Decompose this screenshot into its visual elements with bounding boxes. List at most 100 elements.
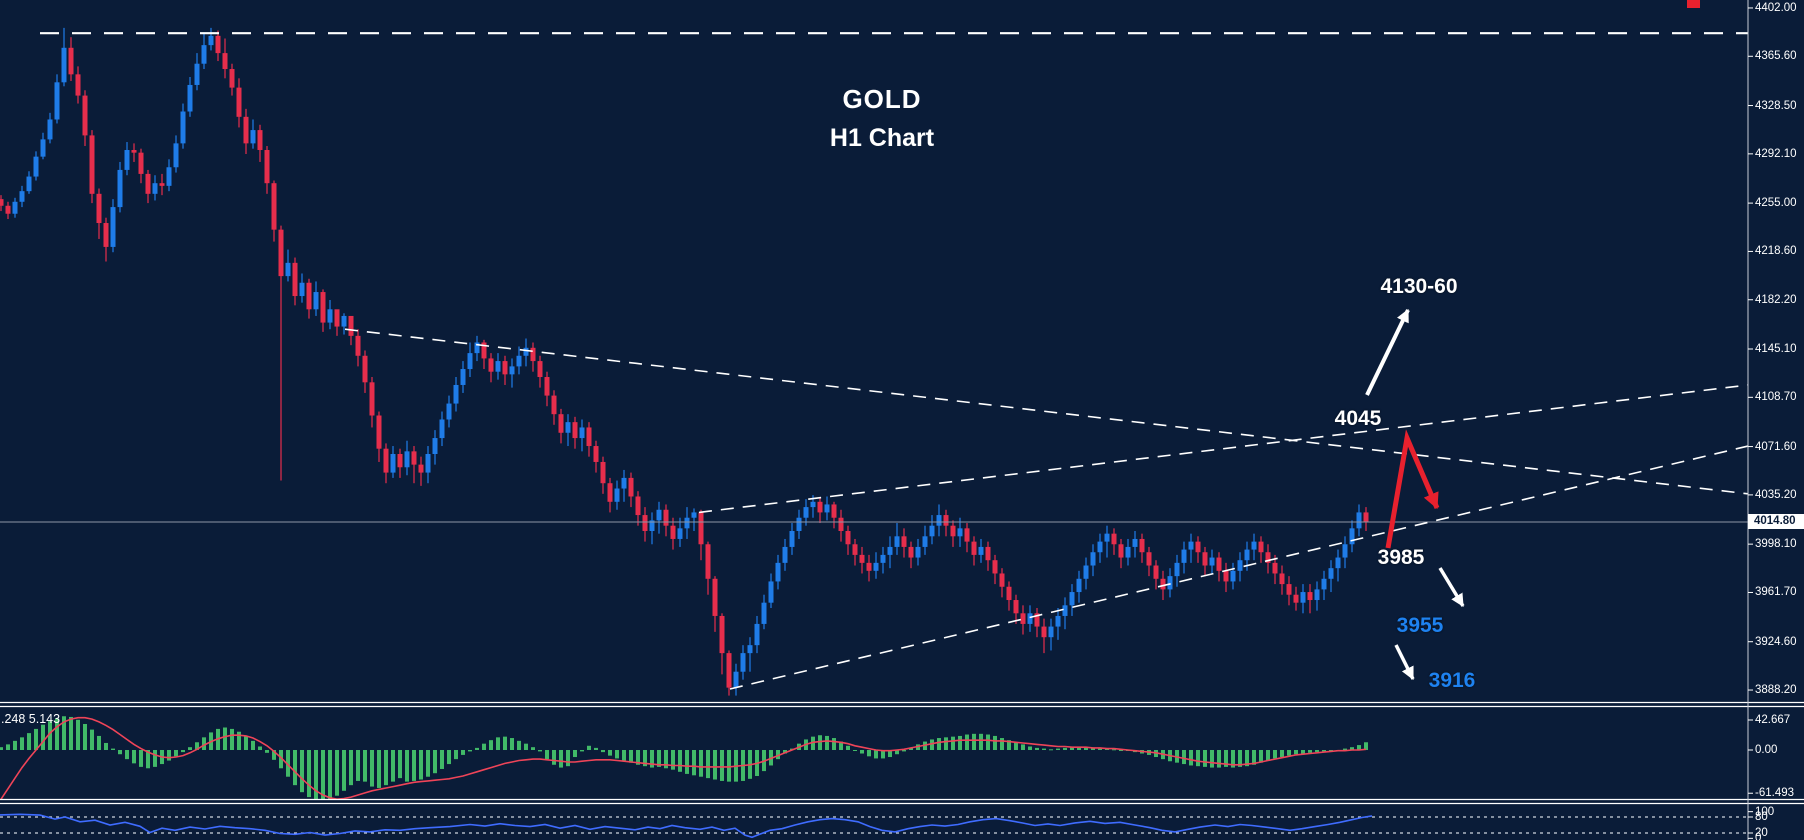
candle	[1279, 573, 1285, 585]
candle	[1363, 512, 1369, 522]
macd-bar	[615, 750, 619, 759]
candle	[866, 562, 872, 571]
descending-resistance-line[interactable]	[344, 328, 1749, 495]
macd-bar	[265, 750, 269, 753]
price-axis-label: 4218.60	[1755, 245, 1797, 258]
arrow-down-to-3955[interactable]	[1438, 567, 1465, 608]
macd-bar	[349, 750, 353, 786]
candle	[628, 477, 634, 497]
candle	[432, 438, 438, 455]
candle	[901, 536, 907, 547]
macd-bar	[167, 750, 171, 761]
annotation-level-4045[interactable]: 4045	[1334, 407, 1382, 430]
candle	[656, 509, 662, 521]
arrow-up-to-4130-60[interactable]	[1365, 308, 1410, 396]
candle	[103, 223, 109, 247]
macd-bar	[202, 737, 206, 750]
candle	[873, 562, 879, 571]
candle	[1244, 549, 1250, 561]
candle	[859, 554, 865, 563]
macd-bar	[559, 750, 563, 768]
candle	[1321, 578, 1327, 590]
macd-bar	[1070, 747, 1074, 750]
macd-bar	[972, 733, 976, 750]
candle	[26, 176, 32, 192]
macd-bar	[846, 745, 850, 750]
ascending-upper-line[interactable]	[698, 384, 1749, 514]
candle	[446, 403, 452, 420]
macd-bar	[83, 723, 87, 750]
candle	[922, 536, 928, 547]
candle	[348, 315, 354, 336]
candle	[747, 645, 753, 654]
price-axis-label: 4328.50	[1755, 99, 1797, 112]
candle	[1356, 512, 1362, 529]
macd-bar	[622, 750, 626, 761]
candle	[971, 541, 977, 555]
candle	[1216, 557, 1222, 571]
macd-bar	[230, 728, 234, 750]
candle	[1041, 626, 1047, 638]
annotation-target-4130-60[interactable]: 4130-60	[1380, 275, 1458, 298]
candle	[1230, 570, 1236, 582]
macd-bar	[125, 750, 129, 760]
candle	[285, 262, 291, 277]
candle	[754, 623, 760, 646]
macd-bar	[1189, 750, 1193, 766]
candle	[271, 183, 277, 230]
macd-bar	[881, 750, 885, 759]
price-axis-label: 4071.60	[1755, 440, 1797, 453]
candle	[915, 546, 921, 558]
candle	[341, 315, 347, 327]
candle	[292, 262, 298, 297]
arrow-down-to-3916[interactable]	[1394, 644, 1415, 681]
candle	[964, 528, 970, 542]
candle	[908, 546, 914, 558]
macd-bar	[1224, 750, 1228, 767]
macd-bar	[104, 742, 108, 750]
macd-bar	[314, 750, 318, 800]
macd-bar	[48, 721, 52, 750]
macd-bar	[713, 750, 717, 780]
candle	[131, 150, 137, 153]
candle	[1048, 626, 1054, 638]
macd-bar	[608, 750, 612, 756]
macd-bar	[1364, 742, 1368, 750]
candle	[1167, 576, 1173, 590]
candle	[495, 361, 501, 372]
macd-bar	[1182, 750, 1186, 765]
candle	[215, 35, 221, 54]
macd-bar	[391, 750, 395, 782]
candle	[0, 199, 4, 206]
price-axis-label: 3924.60	[1755, 635, 1797, 648]
candle	[999, 573, 1005, 587]
candle	[691, 512, 697, 518]
macd-bar	[1301, 750, 1305, 754]
arrow-red-rejection[interactable]	[1385, 429, 1440, 549]
candle	[201, 45, 207, 64]
candle	[194, 63, 200, 85]
macd-bar	[1280, 750, 1284, 758]
candle	[222, 53, 228, 70]
macd-bar	[1021, 744, 1025, 750]
macd-bar	[1035, 747, 1039, 750]
annotation-level-3985[interactable]: 3985	[1377, 546, 1425, 569]
annotation-level-3916[interactable]: 3916	[1428, 669, 1476, 692]
macd-bar	[223, 727, 227, 750]
candle	[145, 173, 151, 194]
macd-bar	[1098, 748, 1102, 750]
chart-shift-marker[interactable]	[1687, 0, 1700, 8]
macd-bar	[517, 740, 521, 750]
macd-bar	[258, 746, 262, 750]
candle	[68, 47, 74, 75]
candle	[642, 515, 648, 531]
candle	[1118, 544, 1124, 558]
macd-bar	[419, 750, 423, 780]
candle	[1258, 541, 1264, 553]
macd-bar	[895, 750, 899, 755]
candle	[796, 517, 802, 531]
annotation-level-3955[interactable]: 3955	[1396, 614, 1444, 637]
macd-bar	[1210, 750, 1214, 768]
macd-bar	[153, 750, 157, 767]
